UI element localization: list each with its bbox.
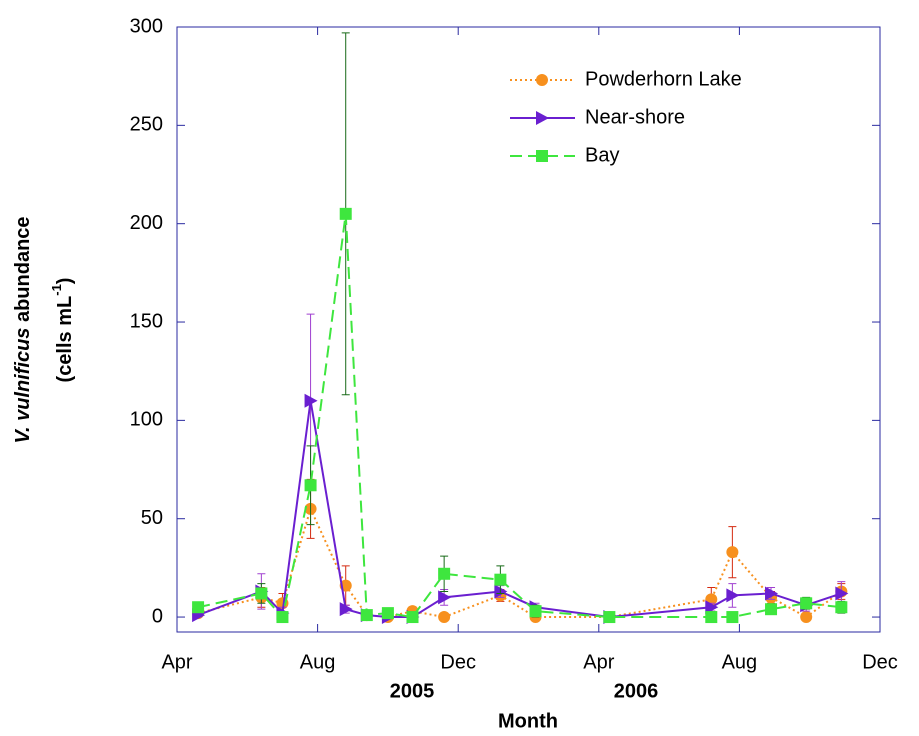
y-axis-unit: (cells mL-1) [49,278,76,383]
marker [276,611,289,624]
marker [765,586,779,601]
marker [304,479,317,492]
marker [438,567,451,580]
marker [835,601,848,614]
y-label-rest: abundance [12,216,34,327]
marker [529,605,542,618]
plot-frame [176,26,881,633]
unit-end: ) [54,278,76,285]
y-tick-label: 300 [130,15,163,37]
unit-text: (cells mL [54,296,76,383]
marker [406,611,419,624]
marker [726,611,739,624]
year-label: 2006 [614,680,659,702]
marker [192,601,205,614]
y-tick-label: 250 [130,114,163,136]
unit-sup: -1 [49,284,64,296]
x-tick-label: Dec [440,651,476,673]
year-label: 2005 [390,680,435,702]
marker [381,607,394,620]
marker [438,611,451,624]
marker [765,603,778,616]
x-tick-label: Aug [722,651,758,673]
marker [800,611,813,624]
marker [800,597,813,610]
marker [360,609,373,622]
y-axis-label: V. vulnificus abundance [12,216,34,443]
x-tick-label: Apr [161,651,192,673]
marker [726,588,740,603]
marker [603,611,616,624]
marker [705,611,718,624]
y-tick-label: 100 [130,409,163,431]
legend-marker [536,150,548,162]
series-line [197,400,842,619]
x-tick-label: Apr [583,651,614,673]
y-tick-label: 150 [130,310,163,332]
marker [835,586,849,601]
marker [438,590,452,605]
marker [255,587,268,600]
series-line [197,506,842,619]
legend-marker [536,74,548,86]
x-tick-label: Dec [862,651,898,673]
y-tick-label: 50 [141,507,163,529]
x-axis-label: Month [498,710,558,732]
y-tick-label: 0 [152,605,163,627]
legend-label: Near-shore [585,106,685,128]
marker [726,546,739,559]
y-tick-label: 200 [130,212,163,234]
marker [304,393,318,408]
series-line [197,213,842,620]
marker [494,573,507,586]
legend-label: Powderhorn Lake [585,68,742,90]
marker [705,600,719,615]
legend-label: Bay [585,144,619,166]
marker [339,207,352,220]
legend-marker [536,111,549,125]
y-label-italic: V. vulnificus [12,328,34,444]
x-tick-label: Aug [300,651,336,673]
marker [339,602,353,617]
